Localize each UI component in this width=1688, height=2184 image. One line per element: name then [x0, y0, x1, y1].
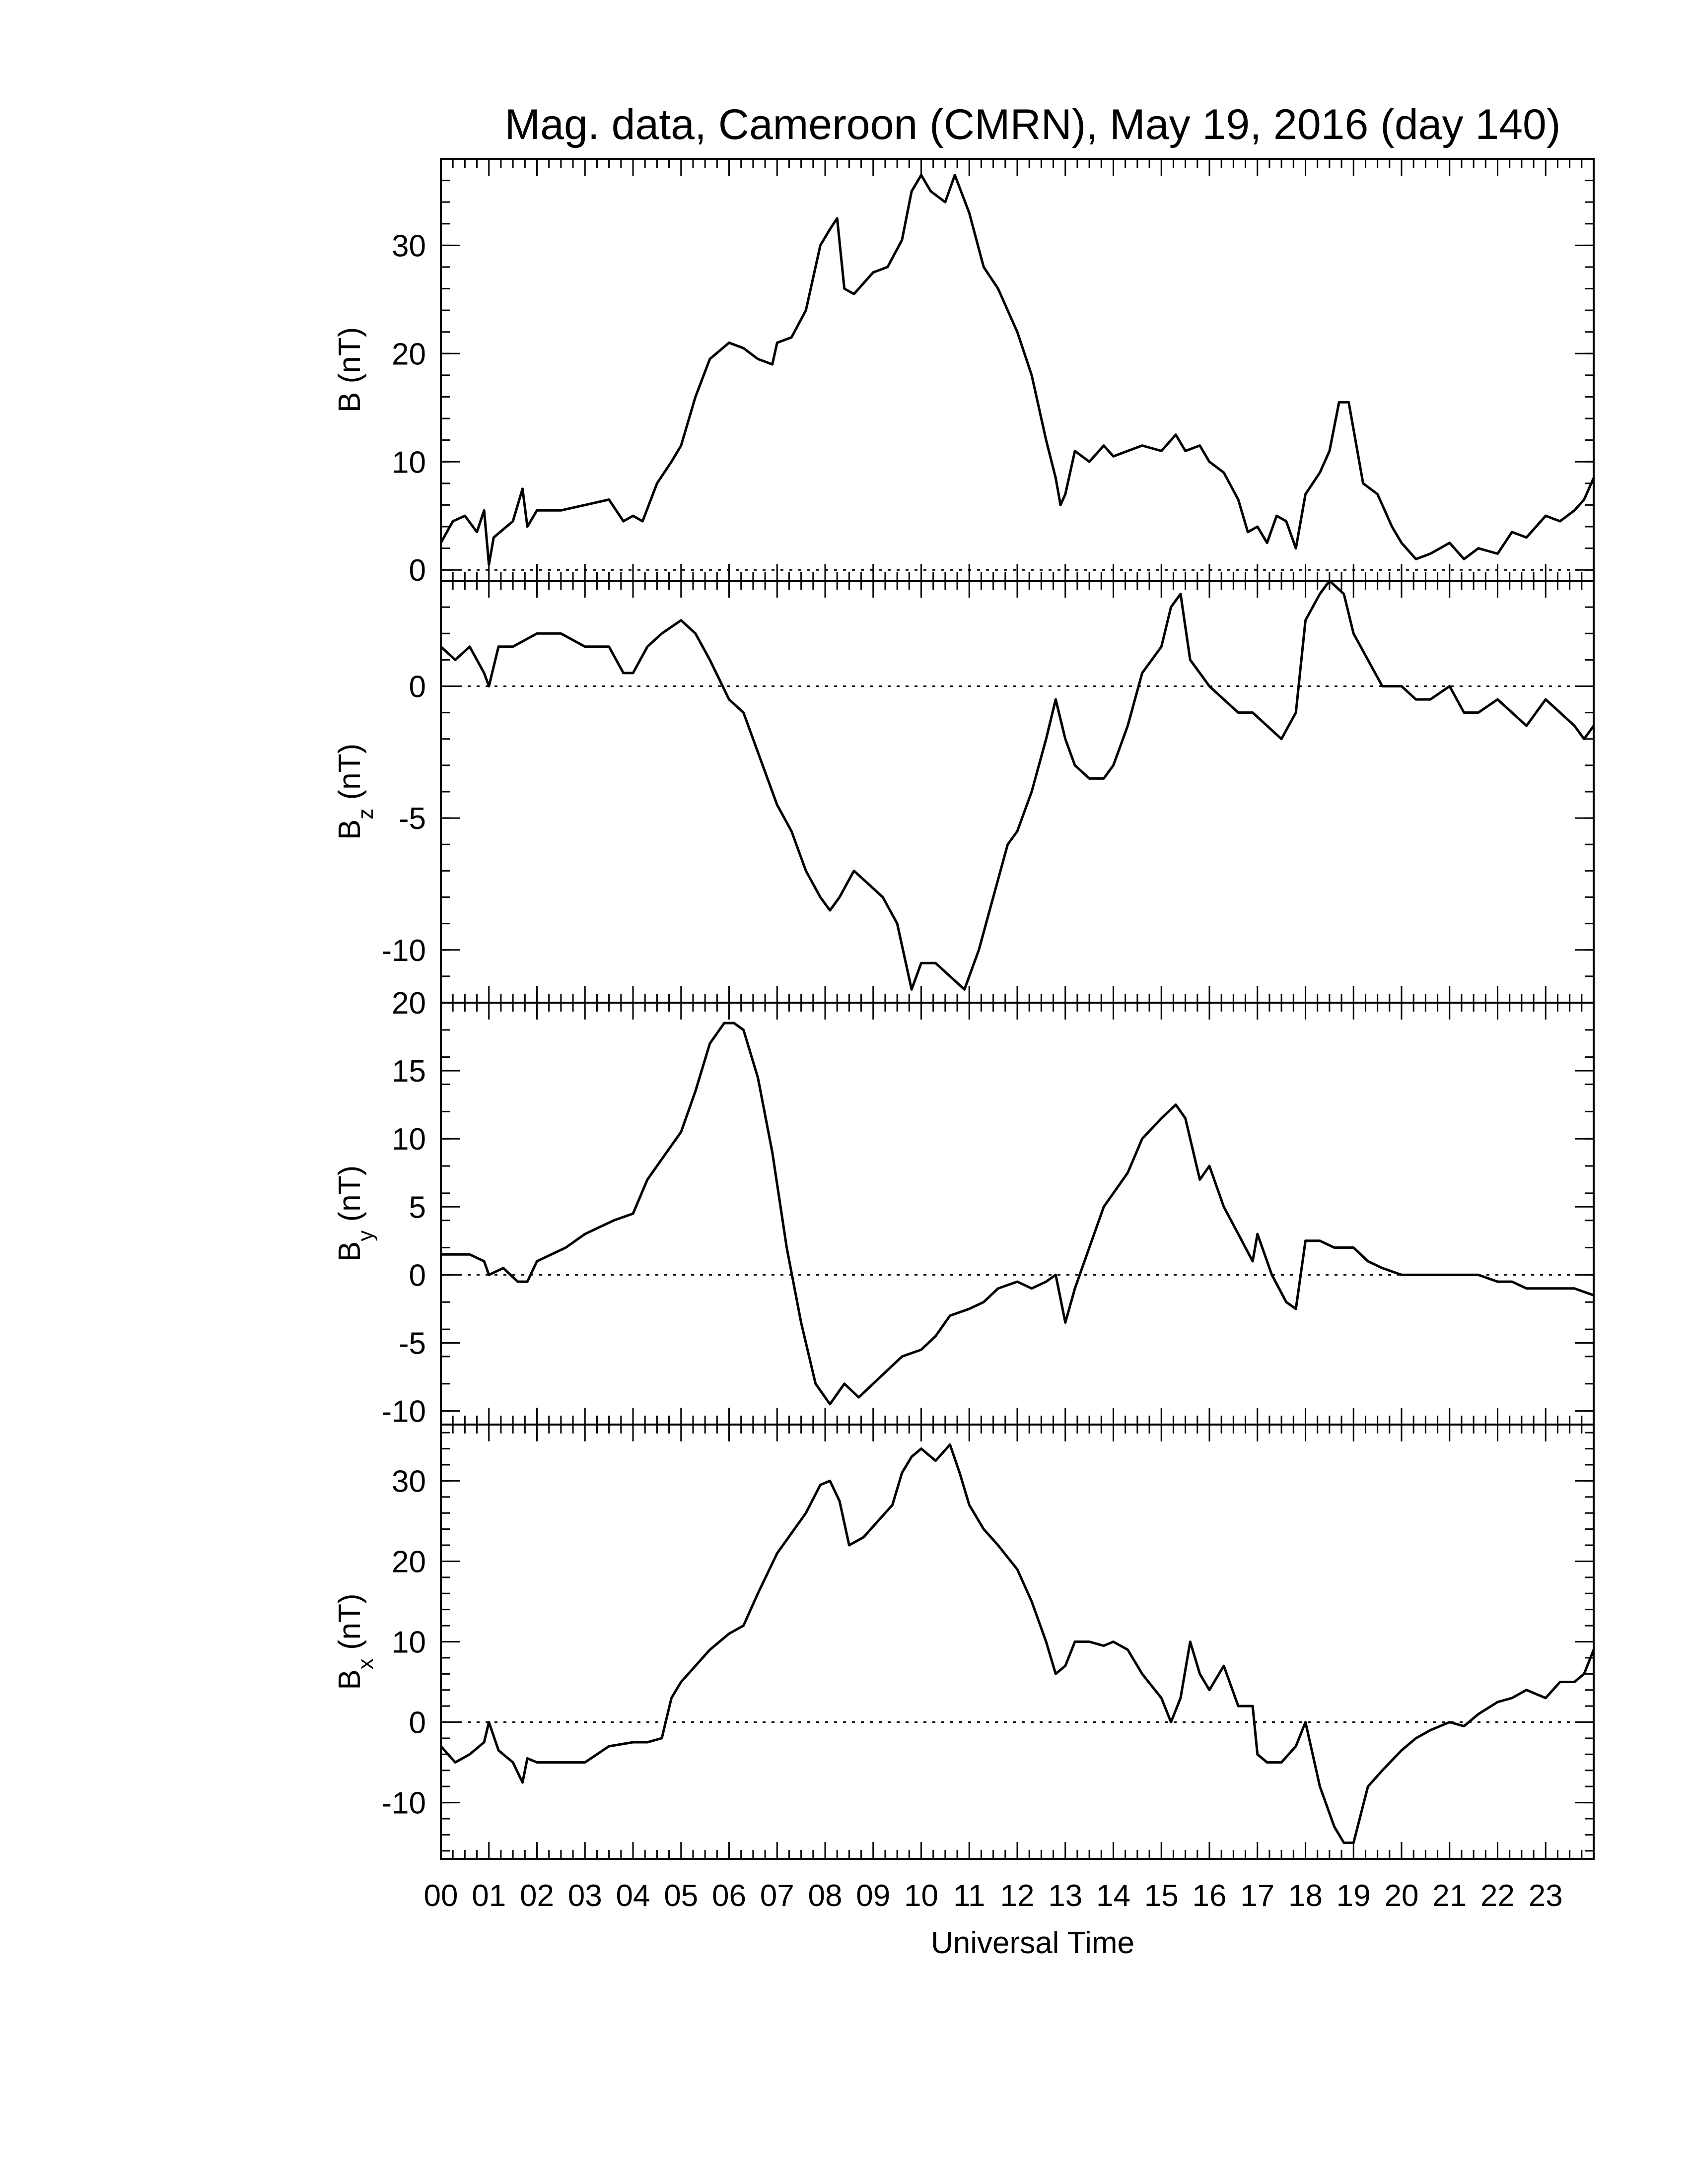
x-tick-label: 21 [1432, 1879, 1467, 1913]
y-tick-label: -5 [399, 1326, 426, 1361]
x-tick-label: 16 [1193, 1879, 1227, 1913]
y-tick-label: -10 [381, 1395, 426, 1429]
x-axis-label: Universal Time [931, 1926, 1134, 1960]
x-tick-label: 01 [472, 1879, 506, 1913]
panels: 0 10 20 30 B (nT) -10 -5 0 Bz (nT) -10 -5 0 5 10 15 20 B… [333, 158, 1595, 1860]
x-tick-label: 07 [760, 1879, 794, 1913]
y-tick-label: 0 [409, 553, 426, 588]
y-axis-label-main: B [333, 1241, 367, 1262]
y-axis-label-main: B [333, 1669, 367, 1690]
series-line-by [441, 1022, 1594, 1406]
x-tick-label: 11 [953, 1879, 985, 1913]
x-tick-label: 08 [808, 1879, 843, 1913]
y-tick-label: 10 [392, 445, 426, 479]
series-line-b [439, 174, 1595, 566]
y-axis-label-bx: Bx (nT) [333, 1593, 378, 1690]
x-tick-label: 14 [1096, 1879, 1130, 1913]
panel-frame-bx [440, 1424, 1595, 1860]
x-tick-label: 19 [1336, 1879, 1371, 1913]
x-tick-label: 06 [712, 1879, 746, 1913]
x-tick-label: 03 [568, 1879, 602, 1913]
x-tick-label: 23 [1529, 1879, 1563, 1913]
chart-title: Mag. data, Cameroon (CMRN), May 19, 2016… [504, 101, 1560, 148]
x-tick-label: 22 [1480, 1879, 1515, 1913]
x-tick-label: 12 [1000, 1879, 1035, 1913]
y-tick-label: 0 [409, 670, 426, 704]
y-axis-label-sub: x [353, 1658, 378, 1669]
panel-by: -10 -5 0 5 10 15 20 By (nT) [333, 986, 1595, 1429]
y-tick-label: 30 [392, 229, 426, 263]
panel-bx: -10 0 10 20 30 Bx (nT) [333, 1424, 1595, 1860]
x-axis: 00 01 02 03 04 05 06 07 08 09 10 11 12 13 14 15 16 17 18 19… [424, 1879, 1563, 1913]
y-axis-label-unit: (nT) [333, 1165, 367, 1230]
y-axis-label-main: B [333, 819, 367, 840]
x-tick-label: 02 [520, 1879, 554, 1913]
x-tick-label: 13 [1048, 1879, 1082, 1913]
x-tick-label: 04 [616, 1879, 650, 1913]
series-line-bx [440, 1443, 1595, 1844]
x-tick-label: 10 [904, 1879, 938, 1913]
series-line-bz [440, 579, 1595, 991]
y-tick-label: -5 [399, 802, 426, 836]
x-tick-label: 15 [1144, 1879, 1179, 1913]
y-tick-label: -10 [381, 1786, 426, 1821]
y-axis-label-sub: y [353, 1230, 378, 1241]
y-tick-label: 0 [409, 1258, 426, 1293]
x-tick-label: 09 [856, 1879, 890, 1913]
x-tick-label: 18 [1288, 1879, 1323, 1913]
y-tick-label: 20 [392, 1545, 426, 1579]
y-axis-label-unit: (nT) [333, 327, 367, 392]
y-axis-label-unit: (nT) [333, 744, 367, 809]
x-tick-label: 20 [1385, 1879, 1419, 1913]
y-axis-label-by: By (nT) [333, 1165, 378, 1262]
y-tick-label: 20 [392, 986, 426, 1021]
y-tick-label: 5 [409, 1190, 426, 1225]
y-tick-label: 10 [392, 1626, 426, 1660]
y-tick-label: 20 [392, 337, 426, 371]
y-tick-label: 0 [409, 1706, 426, 1740]
y-tick-label: -10 [381, 934, 426, 968]
y-axis-label-main: B [333, 392, 367, 412]
y-tick-label: 15 [392, 1054, 426, 1089]
x-tick-label: 05 [664, 1879, 698, 1913]
y-axis-label-sub: z [353, 809, 378, 819]
x-tick-label: 17 [1240, 1879, 1274, 1913]
x-tick-label: 00 [424, 1879, 458, 1913]
y-axis-label-b: B (nT) [333, 327, 367, 412]
y-tick-label: 30 [392, 1464, 426, 1499]
y-axis-label-bz: Bz (nT) [333, 744, 378, 840]
y-axis-label-unit: (nT) [333, 1593, 367, 1658]
y-tick-label: 10 [392, 1122, 426, 1157]
